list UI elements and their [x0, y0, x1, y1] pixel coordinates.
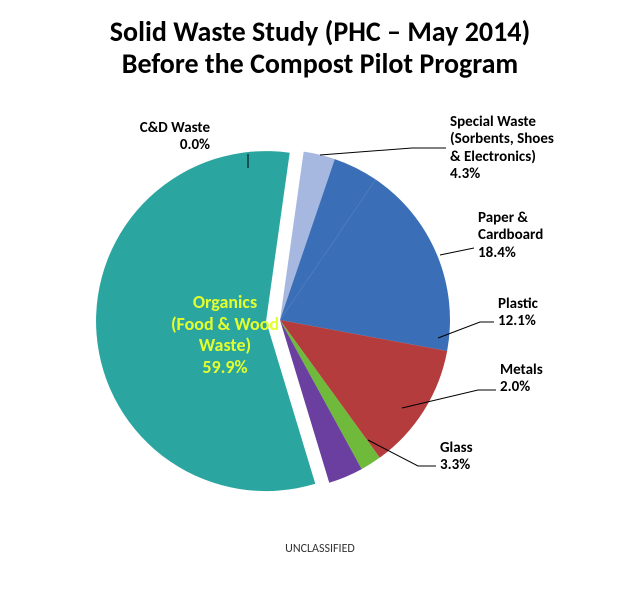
leader-special: [320, 148, 446, 155]
label-plastic: Plastic 12.1%: [498, 296, 618, 331]
footer-text: UNCLASSIFIED: [0, 542, 640, 556]
label-glass: Glass 3.3%: [440, 440, 560, 475]
label-paper: Paper & Cardboard 18.4%: [478, 210, 618, 262]
organics-inside-label: Organics(Food & WoodWaste)59.9%: [130, 292, 320, 378]
leader-paper: [440, 248, 474, 255]
label-metals: Metals 2.0%: [500, 362, 620, 397]
label-special: Special Waste (Sorbents, Shoes & Electro…: [450, 114, 620, 183]
label-cd: C&D Waste 0.0%: [100, 120, 210, 155]
